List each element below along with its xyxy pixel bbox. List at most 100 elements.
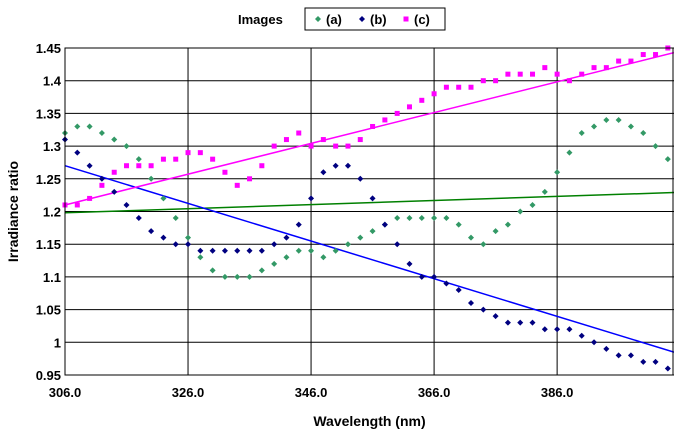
- data-point: [406, 260, 413, 267]
- data-point: [530, 71, 536, 77]
- data-point: [493, 78, 499, 84]
- data-point: [370, 123, 376, 129]
- data-point: [320, 137, 326, 143]
- data-point: [333, 143, 339, 149]
- data-point: [185, 234, 192, 241]
- x-tick-label: 386.0: [541, 385, 574, 400]
- data-point: [234, 247, 241, 254]
- data-point: [616, 58, 622, 64]
- data-point: [124, 163, 130, 169]
- data-point: [209, 267, 216, 274]
- data-point: [259, 163, 265, 169]
- data-point: [210, 156, 216, 162]
- data-point: [197, 150, 203, 156]
- legend-marker: [403, 16, 409, 22]
- data-point: [406, 104, 412, 110]
- data-point: [345, 143, 351, 149]
- y-tick-label: 1.2: [43, 205, 61, 220]
- data-point: [98, 175, 105, 182]
- data-point: [664, 156, 671, 163]
- data-point: [357, 234, 364, 241]
- data-point: [468, 300, 474, 307]
- data-point: [578, 332, 585, 339]
- data-point: [74, 149, 81, 156]
- data-point: [504, 319, 511, 326]
- x-tick-label: 326.0: [172, 385, 205, 400]
- data-point: [591, 123, 598, 130]
- trendlines: [64, 51, 674, 353]
- data-point: [394, 215, 401, 222]
- data-point: [332, 247, 339, 254]
- data-point: [443, 280, 450, 287]
- data-point: [517, 319, 524, 326]
- data-point: [221, 273, 228, 280]
- data-point: [628, 58, 634, 64]
- data-point: [185, 150, 191, 156]
- data-point: [615, 352, 622, 359]
- legend-title: Images: [238, 12, 283, 27]
- legend-item-c: (c): [403, 12, 430, 27]
- data-point: [627, 123, 634, 130]
- data-point: [418, 273, 425, 280]
- legend-label: (c): [414, 12, 430, 27]
- x-tick-label: 366.0: [418, 385, 451, 400]
- series-c: [62, 45, 671, 208]
- data-point: [283, 137, 289, 143]
- data-point: [480, 306, 487, 313]
- y-tick-label: 1.4: [43, 74, 62, 89]
- data-point: [480, 241, 487, 248]
- data-point: [431, 215, 438, 222]
- data-point: [308, 143, 314, 149]
- y-tick-label: 1.05: [36, 303, 61, 318]
- data-point: [74, 123, 81, 130]
- data-point: [578, 130, 585, 137]
- legend-label: (b): [370, 12, 387, 27]
- data-point: [591, 339, 598, 346]
- legend-items: (a) (b) (c): [315, 12, 430, 27]
- data-point: [283, 254, 290, 261]
- data-point: [320, 254, 327, 261]
- legend-marker: [359, 16, 365, 22]
- data-point: [136, 163, 142, 169]
- legend-label: (a): [326, 12, 342, 27]
- data-point: [652, 358, 659, 365]
- data-point: [455, 221, 462, 228]
- trendline-b: [64, 165, 674, 353]
- data-point: [418, 215, 425, 222]
- x-tick-label: 346.0: [295, 385, 328, 400]
- data-point: [185, 241, 192, 248]
- data-point: [431, 273, 438, 280]
- legend-item-b: (b): [359, 12, 387, 27]
- data-point: [344, 241, 351, 248]
- data-point: [455, 286, 462, 293]
- data-point: [492, 228, 499, 235]
- data-point: [308, 247, 315, 254]
- data-point: [271, 143, 277, 149]
- data-point: [344, 162, 351, 169]
- data-point: [517, 71, 523, 77]
- data-point: [87, 195, 93, 201]
- data-point: [123, 143, 130, 150]
- data-point: [247, 176, 253, 182]
- data-point: [74, 202, 80, 208]
- data-point: [653, 52, 659, 58]
- data-point: [615, 116, 622, 123]
- data-point: [320, 169, 327, 176]
- series-a: [62, 116, 671, 280]
- y-tick-label: 1.1: [43, 270, 61, 285]
- data-point: [541, 188, 548, 195]
- data-point: [271, 260, 278, 267]
- data-point: [554, 169, 561, 176]
- data-point: [640, 130, 647, 137]
- data-point: [443, 215, 450, 222]
- data-point: [542, 65, 548, 71]
- plot-area-border: [64, 47, 674, 376]
- y-tick-label: 1: [54, 335, 61, 350]
- data-point: [603, 116, 610, 123]
- y-tick-labels: 0.95 1 1.05 1.1 1.15 1.2 1.25 1.3 1.35 1.4 1.45: [36, 41, 62, 383]
- data-point: [431, 91, 437, 97]
- data-point: [258, 267, 265, 274]
- data-point: [111, 188, 118, 195]
- data-point: [111, 136, 118, 143]
